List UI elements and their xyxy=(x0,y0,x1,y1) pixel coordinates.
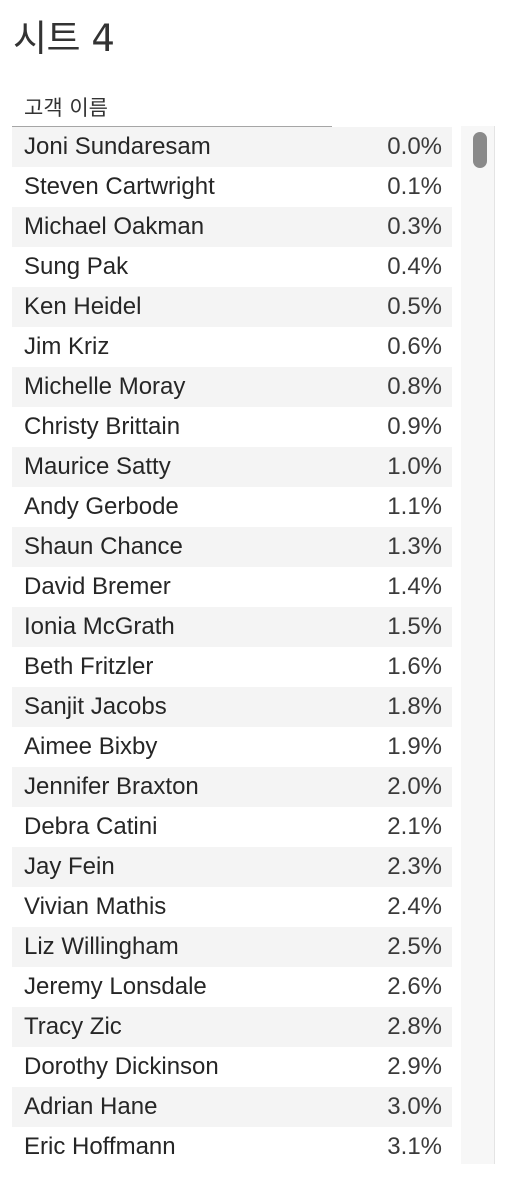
customer-name-cell: Michelle Moray xyxy=(24,373,186,400)
table-row[interactable]: Jennifer Braxton 2.0% xyxy=(12,767,452,807)
customer-name-cell: Jeremy Lonsdale xyxy=(24,973,207,1000)
percent-value-cell: 1.8% xyxy=(387,693,442,720)
percent-value-cell: 1.1% xyxy=(387,493,442,520)
customer-name-cell: Ken Heidel xyxy=(24,293,142,320)
column-header-customer-name[interactable]: 고객 이름 xyxy=(24,96,108,120)
percent-value-cell: 0.9% xyxy=(387,413,442,440)
percent-value-cell: 1.6% xyxy=(387,653,442,680)
percent-value-cell: 0.3% xyxy=(387,213,442,240)
customer-name-cell: Tracy Zic xyxy=(24,1013,122,1040)
sheet-title: 시트 4 xyxy=(13,17,115,60)
customer-name-cell: Beth Fritzler xyxy=(24,653,154,680)
percent-value-cell: 3.0% xyxy=(387,1093,442,1120)
percent-value-cell: 2.9% xyxy=(387,1053,442,1080)
table-row[interactable]: Liz Willingham 2.5% xyxy=(12,927,452,967)
table-row[interactable]: Sanjit Jacobs 1.8% xyxy=(12,687,452,727)
percent-value-cell: 0.6% xyxy=(387,333,442,360)
percent-value-cell: 2.0% xyxy=(387,773,442,800)
table-row[interactable]: Debra Catini 2.1% xyxy=(12,807,452,847)
table-row[interactable]: Joni Sundaresam 0.0% xyxy=(12,127,452,167)
table-row[interactable]: Jay Fein 2.3% xyxy=(12,847,452,887)
percent-value-cell: 2.4% xyxy=(387,893,442,920)
table-row[interactable]: Beth Fritzler 1.6% xyxy=(12,647,452,687)
table-row[interactable]: Michael Oakman 0.3% xyxy=(12,207,452,247)
table-row[interactable]: Aimee Bixby 1.9% xyxy=(12,727,452,767)
table-row[interactable]: Eric Hoffmann 3.1% xyxy=(12,1127,452,1167)
scrollbar-thumb[interactable] xyxy=(473,132,487,168)
table-row[interactable]: Shaun Chance 1.3% xyxy=(12,527,452,567)
customer-name-cell: Jennifer Braxton xyxy=(24,773,199,800)
customer-name-cell: Sung Pak xyxy=(24,253,129,280)
header-divider xyxy=(12,126,332,127)
table-row[interactable]: Vivian Mathis 2.4% xyxy=(12,887,452,927)
percent-value-cell: 0.0% xyxy=(387,133,442,160)
customer-name-cell: David Bremer xyxy=(24,573,171,600)
percent-value-cell: 0.5% xyxy=(387,293,442,320)
table-row[interactable]: Andy Gerbode 1.1% xyxy=(12,487,452,527)
customer-name-cell: Joni Sundaresam xyxy=(24,133,211,160)
customer-name-cell: Eric Hoffmann xyxy=(24,1133,176,1160)
customer-name-cell: Adrian Hane xyxy=(24,1093,158,1120)
table-row[interactable]: Dorothy Dickinson 2.9% xyxy=(12,1047,452,1087)
table-row[interactable]: Christy Brittain 0.9% xyxy=(12,407,452,447)
customer-name-cell: Michael Oakman xyxy=(24,213,205,240)
table-row[interactable]: Maurice Satty 1.0% xyxy=(12,447,452,487)
percent-value-cell: 2.8% xyxy=(387,1013,442,1040)
percent-value-cell: 1.3% xyxy=(387,533,442,560)
customer-name-cell: Maurice Satty xyxy=(24,453,171,480)
table-row[interactable]: Sung Pak 0.4% xyxy=(12,247,452,287)
table-row[interactable]: Michelle Moray 0.8% xyxy=(12,367,452,407)
customer-name-cell: Dorothy Dickinson xyxy=(24,1053,219,1080)
percent-value-cell: 2.6% xyxy=(387,973,442,1000)
customer-name-cell: Jay Fein xyxy=(24,853,115,880)
table-row[interactable]: Ionia McGrath 1.5% xyxy=(12,607,452,647)
percent-value-cell: 2.5% xyxy=(387,933,442,960)
table-row[interactable]: Jeremy Lonsdale 2.6% xyxy=(12,967,452,1007)
percent-value-cell: 0.8% xyxy=(387,373,442,400)
data-table: Joni Sundaresam 0.0% Steven Cartwright 0.1%… xyxy=(12,127,452,1167)
table-row[interactable]: Jim Kriz 0.6% xyxy=(12,327,452,367)
vertical-scrollbar[interactable] xyxy=(461,126,495,1164)
percent-value-cell: 1.0% xyxy=(387,453,442,480)
customer-name-cell: Andy Gerbode xyxy=(24,493,179,520)
percent-value-cell: 0.4% xyxy=(387,253,442,280)
table-row[interactable]: Steven Cartwright 0.1% xyxy=(12,167,452,207)
percent-value-cell: 3.1% xyxy=(387,1133,442,1160)
percent-value-cell: 1.5% xyxy=(387,613,442,640)
customer-name-cell: Christy Brittain xyxy=(24,413,181,440)
percent-value-cell: 0.1% xyxy=(387,173,442,200)
customer-name-cell: Ionia McGrath xyxy=(24,613,175,640)
customer-name-cell: Debra Catini xyxy=(24,813,158,840)
customer-name-cell: Steven Cartwright xyxy=(24,173,215,200)
customer-name-cell: Vivian Mathis xyxy=(24,893,167,920)
percent-value-cell: 2.1% xyxy=(387,813,442,840)
customer-name-cell: Liz Willingham xyxy=(24,933,179,960)
customer-name-cell: Shaun Chance xyxy=(24,533,183,560)
customer-name-cell: Jim Kriz xyxy=(24,333,110,360)
table-row[interactable]: David Bremer 1.4% xyxy=(12,567,452,607)
percent-value-cell: 2.3% xyxy=(387,853,442,880)
table-row[interactable]: Ken Heidel 0.5% xyxy=(12,287,452,327)
customer-name-cell: Aimee Bixby xyxy=(24,733,158,760)
percent-value-cell: 1.4% xyxy=(387,573,442,600)
table-row[interactable]: Adrian Hane 3.0% xyxy=(12,1087,452,1127)
table-row[interactable]: Tracy Zic 2.8% xyxy=(12,1007,452,1047)
customer-name-cell: Sanjit Jacobs xyxy=(24,693,167,720)
percent-value-cell: 1.9% xyxy=(387,733,442,760)
